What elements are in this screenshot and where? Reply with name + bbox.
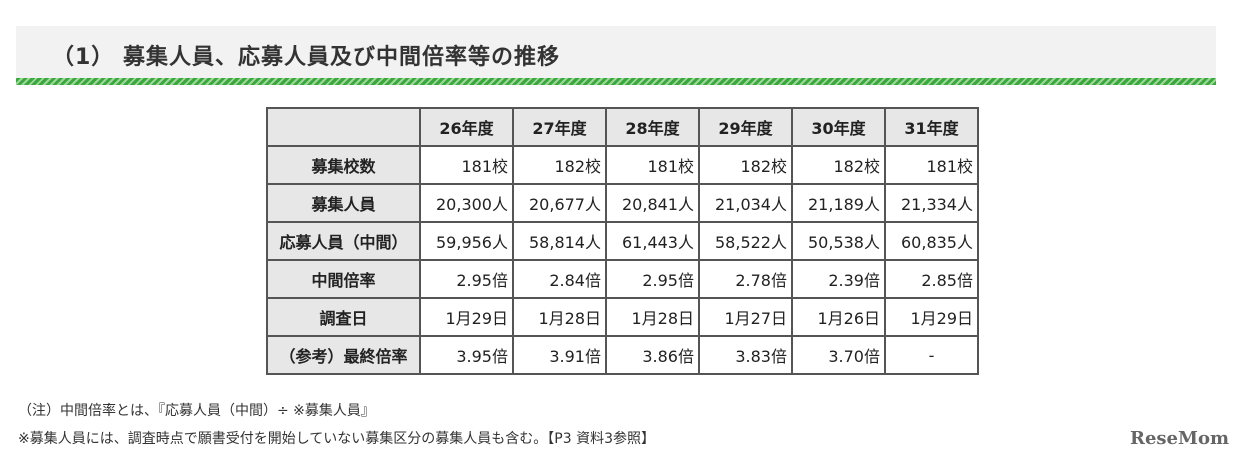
table-cell: 21,034人 xyxy=(698,183,793,223)
table-cell: 3.91倍 xyxy=(512,335,607,375)
resemom-logo: ReseMom xyxy=(1130,428,1229,449)
table-cell: 21,334人 xyxy=(884,183,979,223)
table-cell: 58,522人 xyxy=(698,221,793,261)
table-row: 募集人員 20,300人 20,677人 20,841人 21,034人 21,… xyxy=(266,183,979,223)
table-cell: 2.95倍 xyxy=(419,259,514,299)
table-corner-cell xyxy=(266,107,421,147)
table-cell: 50,538人 xyxy=(791,221,886,261)
column-header: 26年度 xyxy=(419,107,514,147)
table-cell: 3.70倍 xyxy=(791,335,886,375)
table-cell: 2.39倍 xyxy=(791,259,886,299)
row-header: 募集校数 xyxy=(266,145,421,185)
recruitment-table: 26年度 27年度 28年度 29年度 30年度 31年度 募集校数 181校 … xyxy=(266,107,979,375)
table-row: 中間倍率 2.95倍 2.84倍 2.95倍 2.78倍 2.39倍 2.85倍 xyxy=(266,259,979,299)
table-cell: 2.84倍 xyxy=(512,259,607,299)
table-cell: 20,841人 xyxy=(605,183,700,223)
row-header: （参考）最終倍率 xyxy=(266,335,421,375)
column-header: 27年度 xyxy=(512,107,607,147)
row-header: 中間倍率 xyxy=(266,259,421,299)
row-header: 募集人員 xyxy=(266,183,421,223)
row-header: 調査日 xyxy=(266,297,421,337)
table-cell: 61,443人 xyxy=(605,221,700,261)
table-cell: 181校 xyxy=(605,145,700,185)
table-cell: 1月26日 xyxy=(791,297,886,337)
table-cell: 3.86倍 xyxy=(605,335,700,375)
table-cell: 182校 xyxy=(512,145,607,185)
column-header: 29年度 xyxy=(698,107,793,147)
column-header: 30年度 xyxy=(791,107,886,147)
footnote-ratio-definition: （注）中間倍率とは、『応募人員（中間）÷ ※募集人員』 xyxy=(18,403,375,419)
table-cell: 3.83倍 xyxy=(698,335,793,375)
table-cell: 20,677人 xyxy=(512,183,607,223)
table-cell: 20,300人 xyxy=(419,183,514,223)
table-cell: 1月28日 xyxy=(605,297,700,337)
table-row: 応募人員（中間） 59,956人 58,814人 61,443人 58,522人… xyxy=(266,221,979,261)
table-cell: 182校 xyxy=(698,145,793,185)
table-cell: 59,956人 xyxy=(419,221,514,261)
table-cell: 3.95倍 xyxy=(419,335,514,375)
table-cell: 182校 xyxy=(791,145,886,185)
table-cell: 2.85倍 xyxy=(884,259,979,299)
table-cell: 21,189人 xyxy=(791,183,886,223)
table-header-row: 26年度 27年度 28年度 29年度 30年度 31年度 xyxy=(266,107,979,147)
table-cell: 1月28日 xyxy=(512,297,607,337)
footnote-recruitment-note: ※募集人員には、調査時点で願書受付を開始していない募集区分の募集人員も含む。【P… xyxy=(18,431,656,447)
table-row: 調査日 1月29日 1月28日 1月28日 1月27日 1月26日 1月29日 xyxy=(266,297,979,337)
table-cell: 60,835人 xyxy=(884,221,979,261)
column-header: 28年度 xyxy=(605,107,700,147)
table-cell: 181校 xyxy=(884,145,979,185)
table-cell: 1月27日 xyxy=(698,297,793,337)
green-stripe-divider xyxy=(16,78,1216,85)
column-header: 31年度 xyxy=(884,107,979,147)
table-cell: 1月29日 xyxy=(419,297,514,337)
table-cell: 2.95倍 xyxy=(605,259,700,299)
table-cell: 58,814人 xyxy=(512,221,607,261)
section-title: （1） 募集人員、応募人員及び中間倍率等の推移 xyxy=(52,45,560,70)
table-row: （参考）最終倍率 3.95倍 3.91倍 3.86倍 3.83倍 3.70倍 - xyxy=(266,335,979,375)
table-cell: 1月29日 xyxy=(884,297,979,337)
table-cell: 181校 xyxy=(419,145,514,185)
table-row: 募集校数 181校 182校 181校 182校 182校 181校 xyxy=(266,145,979,185)
section-heading: （1） 募集人員、応募人員及び中間倍率等の推移 xyxy=(16,26,1216,78)
table-cell: - xyxy=(884,335,979,375)
table-cell: 2.78倍 xyxy=(698,259,793,299)
row-header: 応募人員（中間） xyxy=(266,221,421,261)
